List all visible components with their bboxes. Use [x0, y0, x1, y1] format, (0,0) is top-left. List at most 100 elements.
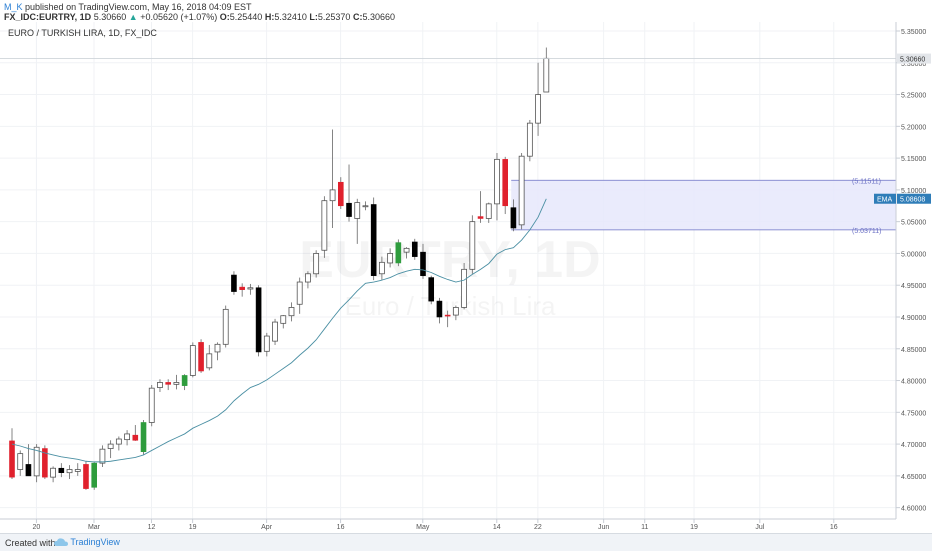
candle[interactable]	[58, 463, 65, 478]
candles[interactable]	[9, 47, 550, 490]
candle[interactable]	[362, 201, 369, 211]
candle[interactable]	[50, 466, 56, 483]
candle[interactable]	[173, 374, 180, 390]
time-axis[interactable]: 20 Mar 12 19 Apr 16 May 14 22 Jun 11 19 Jul 16	[0, 518, 896, 531]
candle[interactable]	[181, 374, 188, 391]
candle[interactable]	[247, 283, 254, 295]
last-price-tag-label: 5.30660	[900, 57, 925, 64]
author-link[interactable]: M_K	[4, 2, 23, 12]
candle[interactable]	[420, 243, 426, 279]
candle[interactable]	[206, 344, 213, 371]
candle[interactable]	[255, 285, 262, 357]
ohlc-line: FX_IDC:EURTRY, 1D 5.30660 ▲ +0.05620 (+1…	[4, 12, 395, 22]
candle-body	[485, 203, 492, 219]
candle[interactable]	[99, 445, 106, 467]
candle[interactable]	[518, 153, 525, 230]
ema-value-tag[interactable]	[897, 193, 931, 204]
candle-body	[157, 382, 163, 388]
open-value: 5.25440	[229, 12, 263, 22]
candle-body	[115, 438, 122, 445]
candle[interactable]	[535, 62, 541, 136]
candle[interactable]	[91, 461, 97, 490]
candle[interactable]	[485, 202, 492, 223]
price-range-box[interactable]: (5.11511) (5.03711)	[511, 178, 896, 235]
candle[interactable]	[403, 247, 410, 259]
candle-body	[518, 155, 525, 226]
candle[interactable]	[387, 248, 394, 268]
candle[interactable]	[370, 197, 377, 281]
candle-body	[305, 273, 311, 283]
candle[interactable]	[42, 445, 48, 480]
candle[interactable]	[436, 297, 443, 324]
y-tick-label: 4.85000	[901, 347, 926, 354]
candle-body	[395, 242, 402, 264]
candle[interactable]	[502, 156, 509, 215]
candle[interactable]	[444, 310, 451, 328]
candle[interactable]	[74, 463, 81, 476]
candle[interactable]	[66, 465, 73, 480]
candle[interactable]	[469, 215, 476, 274]
chart-header: M_K published on TradingView.com, May 16…	[0, 0, 932, 22]
candle[interactable]	[25, 444, 32, 477]
x-tick-label: Jun	[598, 524, 609, 531]
candle[interactable]	[510, 199, 517, 232]
candle[interactable]	[222, 305, 229, 348]
candle[interactable]	[157, 379, 163, 392]
candle-body	[288, 307, 295, 317]
candle[interactable]	[526, 119, 533, 162]
ema-value-label: 5.08608	[900, 197, 925, 204]
candle[interactable]	[378, 256, 385, 281]
candle[interactable]	[305, 271, 311, 289]
candle[interactable]	[239, 283, 245, 297]
candle[interactable]	[9, 428, 15, 480]
candle[interactable]	[313, 250, 320, 278]
brand-name: TradingView	[70, 537, 120, 547]
candle[interactable]	[140, 419, 147, 455]
candle[interactable]	[337, 177, 344, 209]
candle[interactable]	[148, 384, 155, 427]
candle[interactable]	[395, 239, 402, 267]
candle[interactable]	[17, 450, 24, 476]
candle[interactable]	[346, 164, 352, 222]
candle[interactable]	[231, 271, 237, 295]
candle[interactable]	[296, 277, 303, 314]
candle[interactable]	[83, 461, 89, 490]
candle[interactable]	[198, 339, 204, 373]
range-box-fill[interactable]	[511, 180, 896, 230]
price-axis[interactable]: 5.35000 5.30000 5.25000 5.20000 5.15000 5.100…	[0, 22, 931, 519]
last-price-tag[interactable]	[897, 53, 931, 64]
candle[interactable]	[354, 198, 361, 244]
candle-body	[66, 469, 73, 474]
candle[interactable]	[321, 196, 328, 258]
candle[interactable]	[124, 430, 130, 446]
candle[interactable]	[189, 342, 196, 378]
ema-name-tag[interactable]	[874, 193, 896, 204]
candle[interactable]	[428, 275, 435, 305]
candle[interactable]	[214, 342, 221, 361]
range-box-lower-label: (5.03711)	[852, 228, 881, 235]
candle[interactable]	[452, 305, 459, 321]
candle-body	[420, 251, 426, 276]
candle[interactable]	[165, 379, 171, 391]
candle[interactable]	[329, 129, 336, 229]
candle[interactable]	[263, 332, 270, 357]
candle[interactable]	[132, 425, 139, 441]
candle[interactable]	[272, 318, 278, 345]
footer: Created with TradingView	[0, 533, 932, 551]
tradingview-logo[interactable]: TradingView	[54, 537, 120, 547]
candle-body	[378, 261, 385, 275]
candle-body	[502, 159, 509, 207]
candle[interactable]	[461, 262, 468, 310]
high-label: H:	[264, 12, 275, 22]
candle[interactable]	[411, 238, 418, 260]
candle[interactable]	[280, 315, 287, 329]
candle[interactable]	[494, 153, 500, 221]
candle[interactable]	[107, 440, 114, 459]
candle[interactable]	[115, 436, 122, 451]
candle-body	[510, 207, 517, 229]
close-label: C:	[352, 12, 363, 22]
candle[interactable]	[477, 191, 484, 223]
candle[interactable]	[288, 302, 295, 322]
candle-body	[124, 433, 130, 441]
